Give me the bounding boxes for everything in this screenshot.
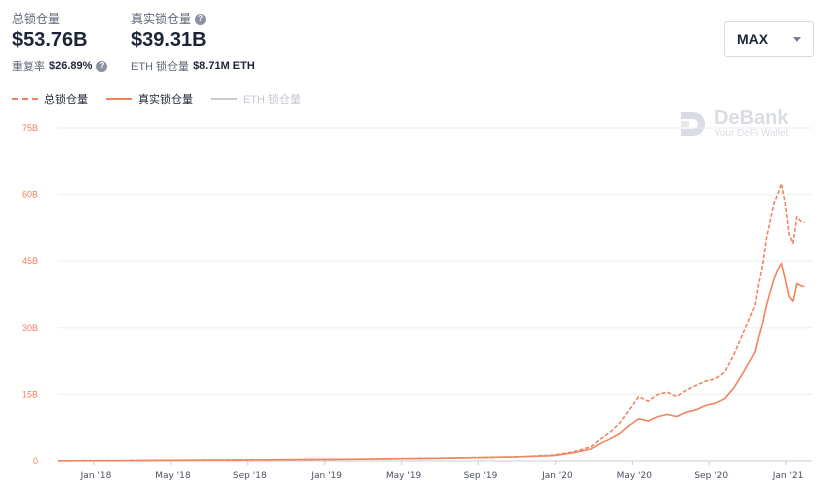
debank-logo-icon — [681, 112, 705, 136]
y-tick-label: 30B — [22, 323, 38, 333]
legend-label: 总锁仓量 — [44, 94, 88, 106]
x-tick-label: Jan '20 — [541, 471, 573, 481]
total-tvl-series-line — [57, 182, 805, 462]
watermark-tagline: Your DeFi Wallet — [714, 128, 789, 139]
chevron-down-icon — [793, 36, 801, 42]
x-tick-label: Jan '18 — [80, 471, 112, 481]
y-tick-label: 15B — [22, 389, 38, 399]
x-tick-label: May '19 — [386, 471, 422, 481]
legend-swatch-solid — [106, 98, 132, 100]
y-tick-label: 60B — [22, 190, 38, 200]
y-tick-label: 75B — [22, 123, 38, 133]
x-tick-label: Jan '19 — [310, 471, 342, 481]
x-tick-label: Sep '20 — [694, 471, 728, 481]
watermark-name: DeBank — [714, 107, 789, 129]
legend-item-total[interactable]: 总锁仓量 — [12, 91, 88, 107]
legend-swatch-dashed — [12, 98, 38, 100]
debank-watermark: DeBank Your DeFi Wallet — [678, 108, 788, 140]
time-range-value: MAX — [737, 31, 769, 47]
legend-label: 真实锁仓量 — [138, 94, 193, 106]
x-tick-label: May '18 — [155, 471, 191, 481]
legend-label: ETH 锁仓量 — [243, 94, 302, 106]
question-icon[interactable]: ? — [195, 13, 207, 25]
x-tick-label: May '20 — [617, 471, 653, 481]
x-tick-label: Sep '19 — [464, 471, 498, 481]
y-tick-label: 0 — [33, 456, 38, 466]
legend-item-real[interactable]: 真实锁仓量 — [106, 91, 193, 107]
duplication-rate-label: 重复率 — [12, 61, 45, 73]
real-tvl-stat: 真实锁仓量 ? $39.31B ETH 锁仓量 $8.71M ETH — [131, 12, 255, 74]
legend-swatch-gray — [211, 98, 237, 100]
y-tick-label: 45B — [22, 256, 38, 266]
duplication-rate: 重复率 $26.89% ? — [12, 58, 108, 74]
x-tick-label: Jan '21 — [772, 471, 804, 481]
x-tick-label: Sep '18 — [233, 471, 267, 481]
duplication-rate-value: $26.89% — [49, 60, 93, 72]
total-tvl-stat: 总锁仓量 $53.76B 重复率 $26.89% ? — [12, 12, 108, 74]
chart-legend: 总锁仓量 真实锁仓量 ETH 锁仓量 — [12, 91, 301, 107]
eth-locked: ETH 锁仓量 $8.71M ETH — [131, 58, 255, 74]
legend-item-eth[interactable]: ETH 锁仓量 — [211, 91, 301, 107]
real-tvl-value: $39.31B — [131, 29, 207, 51]
time-range-select[interactable]: MAX — [724, 21, 814, 57]
real-tvl-label: 真实锁仓量 ? — [131, 12, 255, 26]
total-tvl-label: 总锁仓量 — [12, 12, 61, 26]
real-tvl-series-line — [57, 262, 805, 462]
eth-locked-label: ETH 锁仓量 — [131, 61, 190, 73]
total-tvl-value: $53.76B — [12, 29, 88, 51]
eth-locked-value: $8.71M ETH — [193, 60, 255, 72]
question-icon[interactable]: ? — [96, 60, 108, 72]
